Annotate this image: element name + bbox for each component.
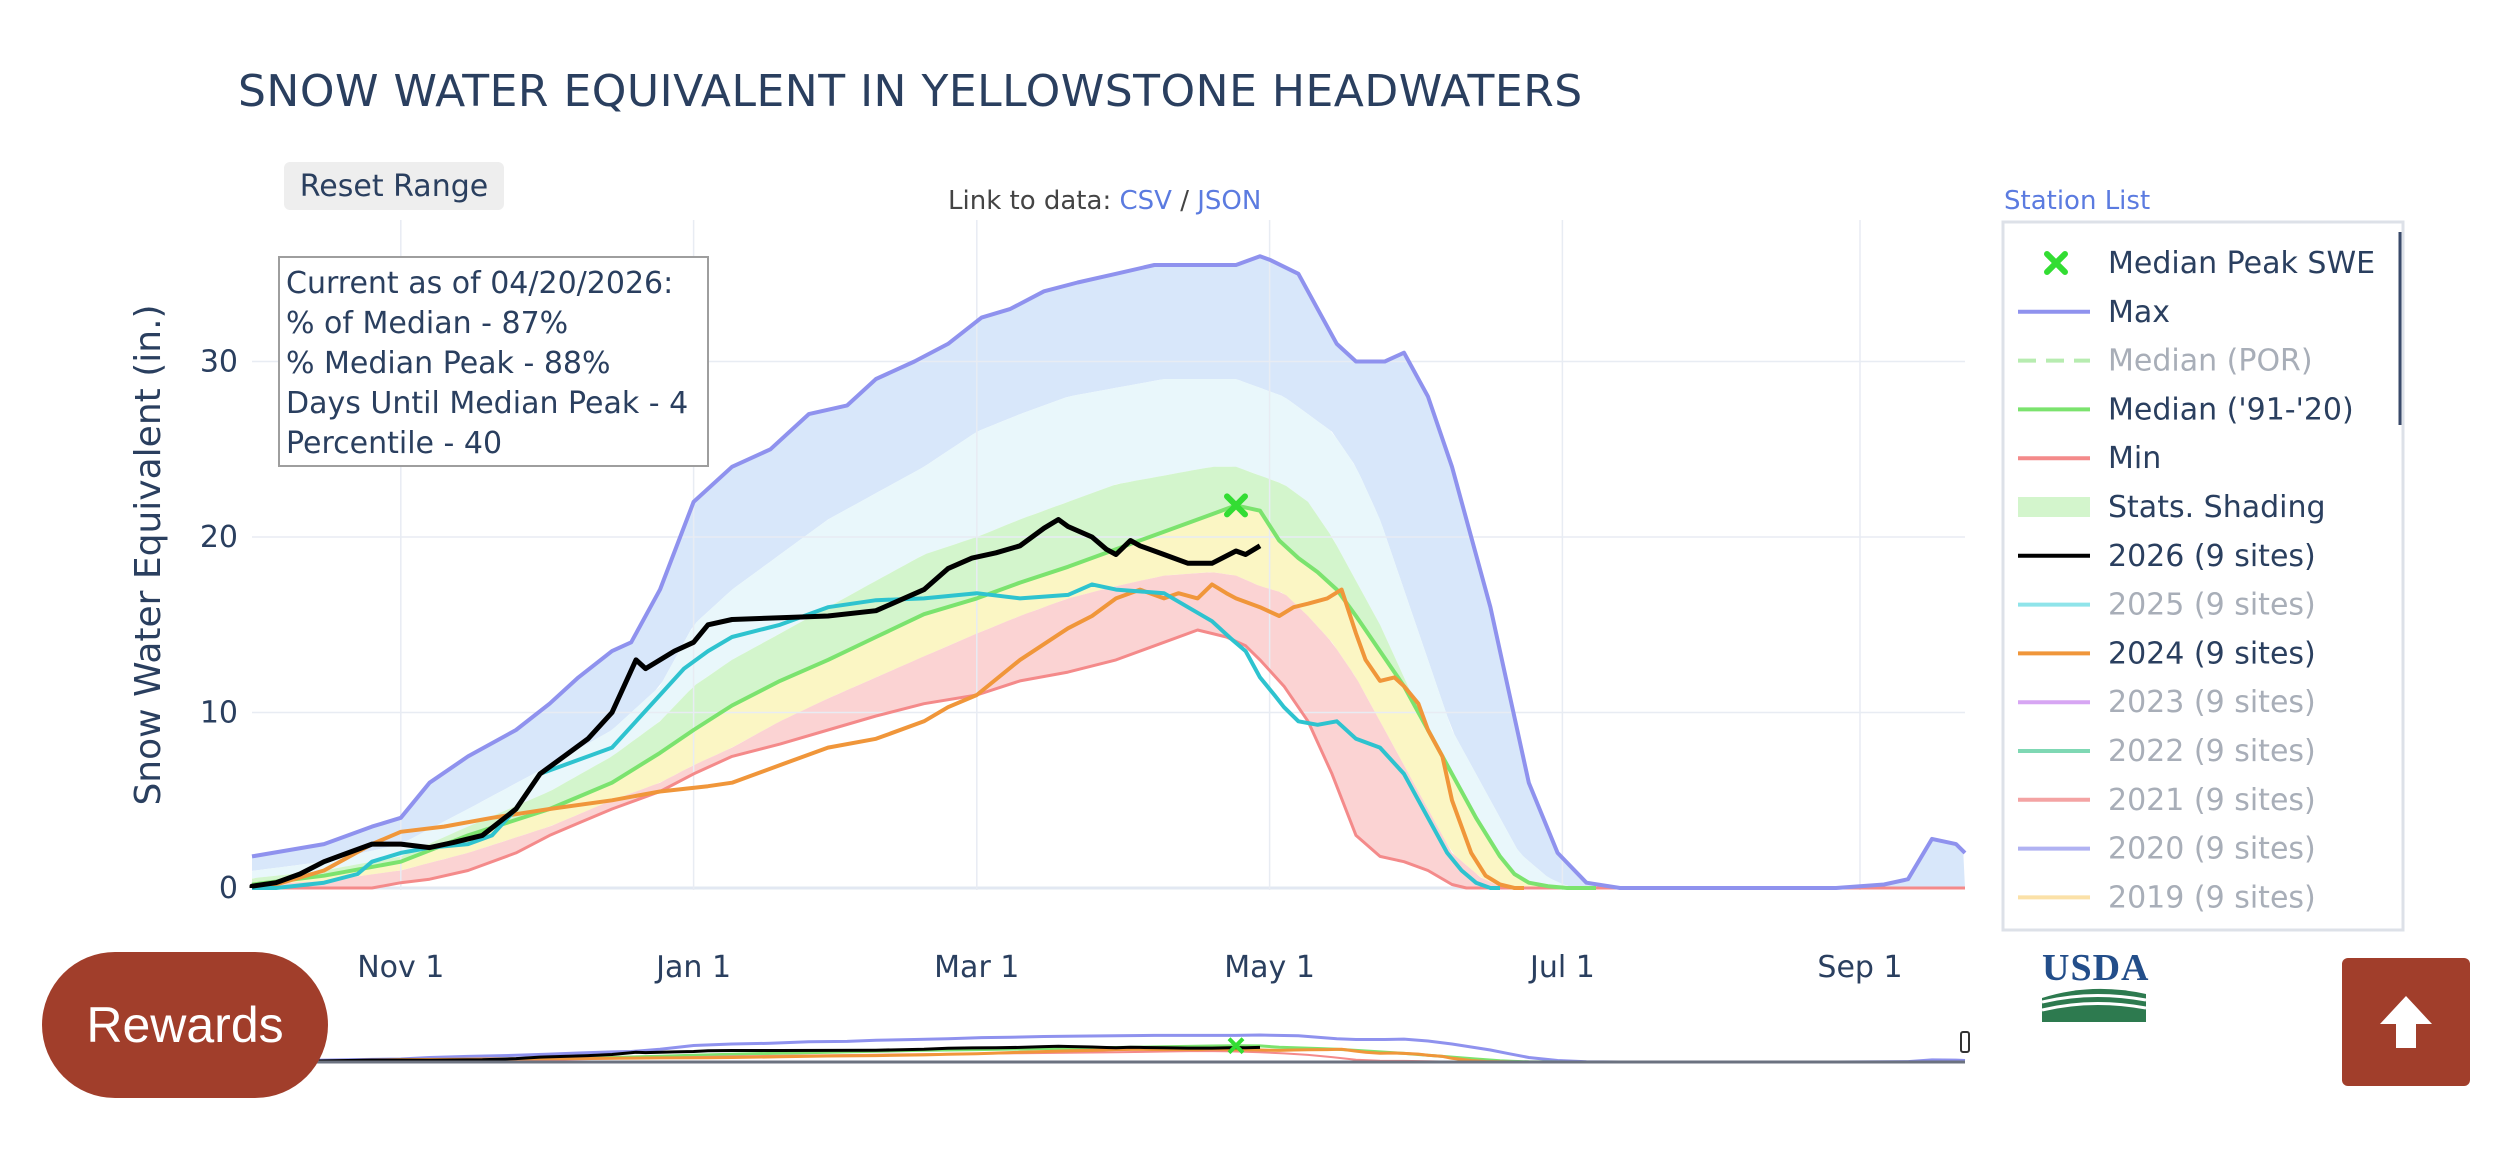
legend-label: Median (POR) bbox=[2108, 344, 2313, 379]
x-tick-label: Jan 1 bbox=[654, 950, 731, 985]
legend-label: 2019 (9 sites) bbox=[2108, 880, 2316, 915]
y-tick-label: 30 bbox=[200, 345, 238, 380]
json-link[interactable]: JSON bbox=[1197, 186, 1262, 216]
legend-item[interactable]: 2021 (9 sites) bbox=[2018, 783, 2316, 818]
usda-logo-graphic bbox=[2041, 988, 2147, 1022]
y-tick-label: 10 bbox=[200, 696, 238, 731]
y-axis-title: Snow Water Equivalent (in.) bbox=[128, 304, 169, 805]
series-2024-9-sites- bbox=[251, 582, 1524, 890]
legend-item[interactable]: 2025 (9 sites) bbox=[2018, 588, 2316, 623]
legend-item[interactable]: Median (POR) bbox=[2018, 344, 2313, 379]
arrow-up-icon bbox=[2380, 996, 2432, 1048]
median-peak-x bbox=[1224, 493, 1248, 518]
legend-label: Median Peak SWE bbox=[2108, 246, 2375, 281]
info-box: Current as of 04/20/2026: % of Median - … bbox=[278, 256, 709, 467]
x-tick-label: Nov 1 bbox=[357, 950, 444, 985]
legend-symbol bbox=[2044, 251, 2068, 275]
legend-item[interactable]: Median ('91-'20) bbox=[2018, 392, 2354, 427]
link-separator: / bbox=[1180, 186, 1189, 216]
minimap-series bbox=[251, 1044, 1596, 1064]
x-tick-label: Jul 1 bbox=[1528, 950, 1595, 985]
minimap-series bbox=[250, 1044, 1261, 1064]
data-links: Link to data: CSV / JSON bbox=[948, 186, 1261, 216]
info-pct-median: % of Median - 87% bbox=[286, 306, 568, 341]
range-slider[interactable] bbox=[250, 1031, 1970, 1064]
legend-label: 2022 (9 sites) bbox=[2108, 734, 2316, 769]
x-tick-label: Sep 1 bbox=[1817, 950, 1902, 985]
x-tick-label: May 1 bbox=[1224, 950, 1315, 985]
y-tick-label: 0 bbox=[219, 871, 238, 906]
legend-item[interactable]: 2019 (9 sites) bbox=[2018, 880, 2316, 915]
legend-item[interactable]: 2023 (9 sites) bbox=[2018, 685, 2316, 720]
legend-label: Median ('91-'20) bbox=[2108, 392, 2354, 427]
legend-label: 2026 (9 sites) bbox=[2108, 539, 2316, 574]
band-p50-to-p30 bbox=[252, 505, 1965, 888]
station-list-link[interactable]: Station List bbox=[2004, 186, 2151, 216]
legend: Median Peak SWE Max Median (POR) Median ('9… bbox=[2001, 220, 2405, 932]
legend-label: 2024 (9 sites) bbox=[2108, 636, 2316, 671]
csv-link[interactable]: CSV bbox=[1119, 186, 1172, 216]
usda-logo-text: USDA bbox=[2042, 947, 2150, 989]
rewards-button[interactable]: Rewards bbox=[42, 952, 328, 1098]
info-current-date: Current as of 04/20/2026: bbox=[286, 266, 673, 301]
scroll-to-top-button[interactable] bbox=[2342, 958, 2470, 1086]
band-p30-to-min bbox=[252, 572, 1965, 888]
range-handle-right bbox=[1960, 1031, 1970, 1053]
legend-label: 2025 (9 sites) bbox=[2108, 588, 2316, 623]
legend-item[interactable]: Median Peak SWE bbox=[2044, 246, 2375, 281]
legend-item[interactable]: 2022 (9 sites) bbox=[2018, 734, 2316, 769]
series-lines bbox=[249, 254, 1967, 890]
legend-item[interactable]: Stats. Shading bbox=[2018, 490, 2326, 525]
legend-label: Min bbox=[2108, 441, 2161, 476]
legend-item[interactable]: 2020 (9 sites) bbox=[2018, 832, 2316, 867]
legend-item[interactable]: 2026 (9 sites) bbox=[2018, 539, 2316, 574]
legend-item[interactable]: 2024 (9 sites) bbox=[2018, 636, 2316, 671]
link-prefix: Link to data: bbox=[948, 186, 1112, 216]
info-percentile: Percentile - 40 bbox=[286, 426, 502, 461]
band-p90-to-p70 bbox=[252, 379, 1965, 888]
info-days-until-peak: Days Until Median Peak - 4 bbox=[286, 386, 688, 421]
chart-title: SNOW WATER EQUIVALENT IN YELLOWSTONE HEA… bbox=[238, 66, 1583, 117]
legend-item[interactable]: Max bbox=[2018, 295, 2170, 330]
usda-logo: USDA bbox=[2041, 947, 2150, 1022]
minimap-peak-marker bbox=[1227, 1037, 1245, 1055]
series-min bbox=[252, 628, 1965, 890]
median-peak-marker bbox=[1224, 493, 1248, 518]
series-max bbox=[251, 254, 1967, 890]
info-pct-median-peak: % Median Peak - 88% bbox=[286, 346, 611, 381]
y-tick-label: 20 bbox=[200, 520, 238, 555]
legend-label: 2020 (9 sites) bbox=[2108, 832, 2316, 867]
series-median bbox=[251, 503, 1596, 890]
series-2026-9-sites- bbox=[249, 517, 1262, 889]
legend-label: Max bbox=[2108, 295, 2170, 330]
legend-label: Stats. Shading bbox=[2108, 490, 2326, 525]
axis-ticks: 0 10 20 30 Nov 1 Jan 1 Mar 1 May 1 Jul 1 Sep 1 Sno… bbox=[128, 304, 1903, 985]
x-tick-label: Mar 1 bbox=[934, 950, 1019, 985]
reset-range-button[interactable]: Reset Range bbox=[284, 162, 504, 210]
legend-label: 2023 (9 sites) bbox=[2108, 685, 2316, 720]
band-max-to-p90 bbox=[252, 257, 1965, 889]
series-2025-9-sites- bbox=[252, 582, 1500, 890]
legend-item[interactable]: Min bbox=[2018, 441, 2161, 476]
legend-label: 2021 (9 sites) bbox=[2108, 783, 2316, 818]
legend-box bbox=[2001, 220, 2405, 932]
legend-symbol bbox=[2018, 497, 2090, 517]
